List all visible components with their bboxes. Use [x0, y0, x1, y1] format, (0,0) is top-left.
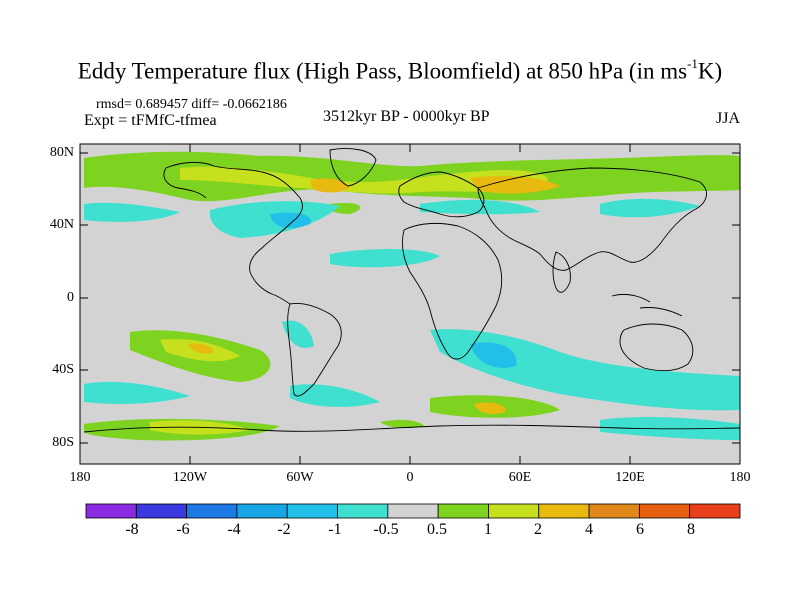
lon-label: 60E — [508, 470, 532, 485]
coast-antarctica — [83, 424, 741, 433]
colorbar-box — [538, 503, 590, 519]
coast-australia — [619, 323, 694, 372]
map-title: Eddy Temperature flux (High Pass, Bloomf… — [0, 56, 800, 85]
stats-label: rmsd= 0.689457 diff= -0.0662186 — [96, 97, 287, 112]
lat-ticks — [80, 152, 740, 444]
lat-label: 0 — [67, 290, 74, 305]
coast-greenland — [329, 148, 377, 187]
anomaly-region — [290, 384, 380, 407]
coastlines — [83, 148, 741, 433]
coast-north-america — [165, 161, 303, 305]
map-title-exponent: -1 — [687, 56, 698, 71]
anomaly-region — [470, 342, 517, 368]
lat-label: 80N — [49, 145, 74, 160]
colorbar-label: -4 — [227, 521, 241, 538]
colorbar-box — [638, 503, 691, 519]
lon-label: 120W — [172, 470, 208, 485]
map-title-text: Eddy Temperature flux (High Pass, Bloomf… — [77, 58, 688, 84]
colorbar-label: -1 — [328, 521, 342, 538]
lat-label: 80S — [52, 435, 74, 450]
lon-label: 180 — [69, 470, 91, 485]
colorbar-label: 8 — [687, 521, 695, 538]
colorbar-box — [488, 503, 540, 519]
anomaly-region — [600, 198, 700, 218]
colorbar-box — [689, 503, 741, 519]
anomaly-region — [84, 151, 740, 202]
coast-south-america — [287, 303, 342, 397]
colorbar-label: 0.5 — [427, 521, 447, 538]
coast-indonesia — [611, 293, 683, 317]
lat-label: 40N — [49, 217, 74, 232]
colorbar-label: 4 — [585, 521, 593, 538]
colorbar-box — [337, 503, 389, 519]
colorbar-label: 6 — [636, 521, 644, 538]
anomaly-region — [470, 176, 560, 194]
map-field — [80, 144, 740, 464]
anomaly-region — [380, 419, 424, 429]
coast-asia — [477, 167, 707, 271]
anomaly-region — [180, 166, 548, 194]
lon-label: 60W — [286, 470, 314, 485]
anomaly-region — [330, 249, 440, 268]
colorbar-box — [236, 503, 288, 519]
anomaly-region — [310, 178, 350, 193]
colorbar-box — [135, 503, 188, 519]
colorbar-label: -2 — [277, 521, 291, 538]
colorbar-box — [286, 503, 338, 519]
anomaly-region — [474, 402, 506, 414]
colorbar-label: 2 — [534, 521, 542, 538]
coast-africa — [401, 222, 503, 360]
lon-ticks — [79, 144, 741, 464]
colorbar-label: -8 — [125, 521, 139, 538]
colorbar-box — [588, 503, 640, 519]
lon-label: 120E — [615, 470, 645, 485]
colorbar-label: 1 — [484, 521, 492, 538]
anomaly-region — [84, 381, 190, 404]
experiment-label: Expt = tFMfC-tfmea — [84, 112, 217, 129]
colorbar-label: -6 — [176, 521, 190, 538]
coast-india — [552, 251, 571, 293]
colorbar-boxes — [85, 503, 741, 519]
anomaly-region — [188, 343, 214, 354]
anomaly-region — [420, 199, 540, 215]
season-label: JJA — [716, 110, 741, 127]
anomaly-region — [282, 320, 314, 348]
lon-label: 0 — [406, 470, 414, 485]
colorbar-box — [85, 503, 137, 519]
colorbar-box — [437, 503, 489, 519]
coast-alaska — [163, 167, 207, 199]
lon-label: 180 — [729, 470, 751, 485]
colorbar-box — [387, 503, 439, 519]
anomaly-region — [270, 212, 311, 229]
anomaly-region — [84, 202, 180, 222]
colorbar-label: -0.5 — [373, 521, 399, 538]
lat-label: 40S — [52, 362, 74, 377]
period-label: 3512kyr BP - 0000kyr BP — [323, 108, 490, 125]
map-title-unit: K) — [697, 58, 723, 84]
coast-europe — [398, 171, 485, 218]
colorbar-box — [186, 503, 238, 519]
